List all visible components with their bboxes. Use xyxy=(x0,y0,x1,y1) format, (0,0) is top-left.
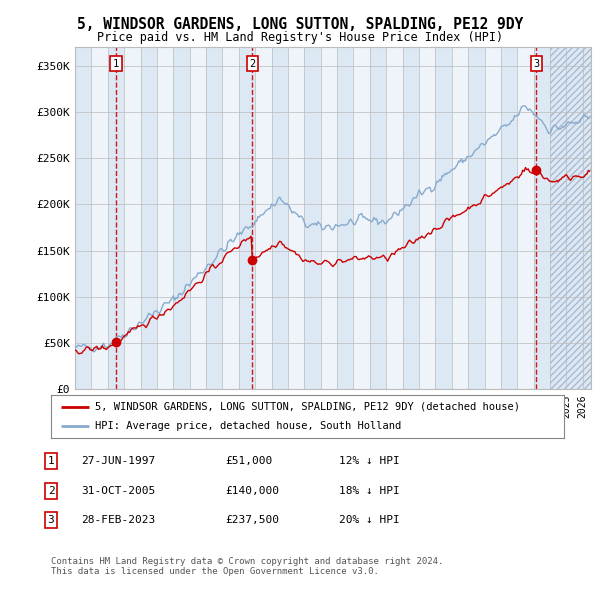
Bar xyxy=(239,47,255,389)
Bar xyxy=(452,47,468,389)
Bar xyxy=(255,47,272,389)
Bar xyxy=(370,47,386,389)
Bar xyxy=(386,47,403,389)
Bar xyxy=(468,47,485,389)
Text: HPI: Average price, detached house, South Holland: HPI: Average price, detached house, Sout… xyxy=(95,421,401,431)
Bar xyxy=(190,47,206,389)
Bar xyxy=(223,47,239,389)
Bar xyxy=(108,47,124,389)
Text: 5, WINDSOR GARDENS, LONG SUTTON, SPALDING, PE12 9DY: 5, WINDSOR GARDENS, LONG SUTTON, SPALDIN… xyxy=(77,17,523,31)
Bar xyxy=(91,47,108,389)
Bar xyxy=(403,47,419,389)
Bar xyxy=(157,47,173,389)
Text: 3: 3 xyxy=(47,516,55,525)
Bar xyxy=(353,47,370,389)
Text: 28-FEB-2023: 28-FEB-2023 xyxy=(81,516,155,525)
Bar xyxy=(517,47,533,389)
Bar xyxy=(140,47,157,389)
Bar xyxy=(550,47,566,389)
Text: 31-OCT-2005: 31-OCT-2005 xyxy=(81,486,155,496)
Text: 1: 1 xyxy=(113,59,119,69)
Text: 12% ↓ HPI: 12% ↓ HPI xyxy=(339,457,400,466)
Bar xyxy=(75,47,91,389)
Bar xyxy=(436,47,452,389)
Bar xyxy=(485,47,501,389)
Text: £237,500: £237,500 xyxy=(225,516,279,525)
Bar xyxy=(272,47,288,389)
Text: £51,000: £51,000 xyxy=(225,457,272,466)
Bar xyxy=(304,47,321,389)
Text: Price paid vs. HM Land Registry's House Price Index (HPI): Price paid vs. HM Land Registry's House … xyxy=(97,31,503,44)
Text: 3: 3 xyxy=(533,59,539,69)
Text: 5, WINDSOR GARDENS, LONG SUTTON, SPALDING, PE12 9DY (detached house): 5, WINDSOR GARDENS, LONG SUTTON, SPALDIN… xyxy=(95,402,520,412)
Bar xyxy=(206,47,223,389)
Text: 27-JUN-1997: 27-JUN-1997 xyxy=(81,457,155,466)
Bar xyxy=(173,47,190,389)
Bar xyxy=(337,47,353,389)
Bar xyxy=(501,47,517,389)
Bar xyxy=(550,47,600,389)
Bar xyxy=(321,47,337,389)
Bar xyxy=(419,47,436,389)
Bar xyxy=(124,47,140,389)
Bar xyxy=(288,47,304,389)
Text: 18% ↓ HPI: 18% ↓ HPI xyxy=(339,486,400,496)
Text: 1: 1 xyxy=(47,457,55,466)
Text: 20% ↓ HPI: 20% ↓ HPI xyxy=(339,516,400,525)
Bar xyxy=(566,47,583,389)
Text: 2: 2 xyxy=(249,59,256,69)
Text: Contains HM Land Registry data © Crown copyright and database right 2024.
This d: Contains HM Land Registry data © Crown c… xyxy=(51,557,443,576)
Bar xyxy=(533,47,550,389)
Text: £140,000: £140,000 xyxy=(225,486,279,496)
Text: 2: 2 xyxy=(47,486,55,496)
